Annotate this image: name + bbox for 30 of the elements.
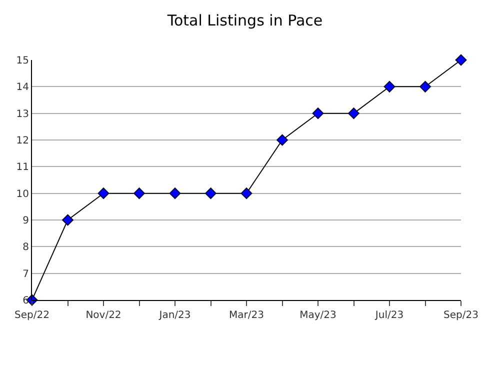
x-tick-label: Jan/23 [158, 310, 191, 321]
point [420, 80, 431, 92]
y-tick-label: 7 [22, 268, 29, 280]
y-tick-label: 14 [16, 82, 29, 94]
point [62, 214, 74, 226]
point [312, 108, 324, 120]
point [134, 188, 145, 200]
point [169, 188, 181, 200]
x-tick-label: May/23 [300, 310, 336, 321]
x-tick-label: Jul/23 [374, 310, 404, 321]
point [384, 80, 396, 92]
y-tick-label: 11 [16, 162, 29, 174]
point [276, 134, 288, 146]
point [98, 188, 110, 200]
point [205, 188, 216, 200]
chart-title: Total Listings in Pace [166, 12, 323, 30]
x-tick-label: Sep/22 [14, 310, 50, 321]
y-tick-label: 6 [22, 296, 29, 306]
x-tick-label: Sep/23 [444, 310, 478, 321]
x-tick-label: Mar/23 [229, 310, 264, 321]
x-tick-label: Nov/22 [86, 310, 122, 321]
y-tick-label: 13 [16, 108, 29, 120]
point [240, 188, 252, 200]
y-tick-label: 15 [16, 56, 29, 66]
y-tick-label: 10 [16, 188, 29, 200]
point [348, 108, 360, 120]
y-tick-label: 8 [22, 242, 29, 254]
y-tick-label: 12 [16, 136, 29, 146]
point [455, 54, 467, 66]
y-tick-label: 9 [22, 216, 29, 226]
